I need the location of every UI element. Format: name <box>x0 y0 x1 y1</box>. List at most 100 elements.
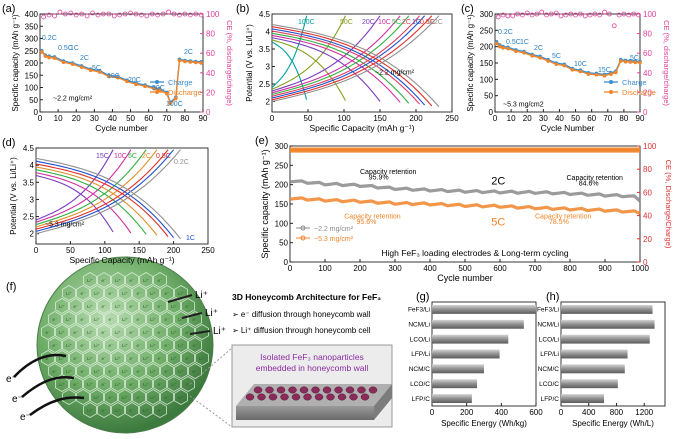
honeycomb-cell <box>174 389 188 405</box>
fef3-nanoparticle <box>299 386 309 394</box>
y-axis-label: Specific capacity (mAh g⁻¹) <box>466 14 475 111</box>
ce-point <box>57 9 63 15</box>
y-tick-label: 300 <box>25 35 39 44</box>
honeycomb-cell-label: Li⁺ <box>150 291 157 296</box>
ce-point <box>133 11 139 17</box>
honeycomb-cell <box>174 285 188 301</box>
y2-tick-label: 100 <box>643 10 657 19</box>
legend-marker <box>609 80 613 84</box>
ce-point <box>631 11 636 17</box>
x-tick-label: 250 <box>201 246 215 255</box>
honeycomb-cell <box>48 337 62 353</box>
honeycomb-cell <box>111 272 125 288</box>
capacity-point-discharge <box>578 69 583 74</box>
cap-ret-4: Capacity retention <box>535 214 592 221</box>
honeycomb-cell <box>139 324 153 340</box>
cap-ret-3: Capacity retention <box>344 214 401 221</box>
y2-tick-label: 80 <box>643 165 652 174</box>
honeycomb-cell-label: Li⁺ <box>59 382 66 387</box>
x-tick-label: 50 <box>304 114 313 123</box>
li-ion-label-3: Li⁺ <box>213 326 226 337</box>
capacity-point-discharge <box>562 63 567 68</box>
rate-label: 0.2C <box>42 35 57 42</box>
rate-label-2C: 2C <box>402 19 411 26</box>
x-tick-label: 100 <box>318 264 332 273</box>
honeycomb-cell-label: Li⁺ <box>66 291 73 296</box>
honeycomb-cell <box>139 376 153 392</box>
fef3-nanoparticle <box>276 386 286 394</box>
honeycomb-cell <box>167 298 181 314</box>
x-tick-label: 150 <box>133 246 147 255</box>
panel-label: (h) <box>546 291 559 303</box>
honeycomb-cell-label: e⁻ <box>158 382 164 387</box>
y2-tick-label: 40 <box>643 69 652 78</box>
charge-curve-100C <box>271 15 308 88</box>
honeycomb-cell <box>146 337 160 353</box>
honeycomb-cell <box>97 324 111 340</box>
honeycomb-cell <box>118 363 132 379</box>
x-tick-label: 600 <box>493 264 507 273</box>
charts: (a)0 10 20 30 40 50 60 70 80 90050100150200250300… <box>2 3 673 428</box>
honeycomb-cell <box>69 350 83 366</box>
ce-point <box>563 12 569 18</box>
legend-text: Discharge <box>622 88 656 97</box>
fef3-nanoparticle <box>337 393 347 401</box>
charge-curve-1C <box>271 15 426 99</box>
honeycomb-cell-label: e⁻ <box>102 330 108 335</box>
rate-label: 2C <box>534 45 543 52</box>
honeycomb-cell-label: Li⁺ <box>122 369 129 374</box>
honeycomb-cell-label: Li⁺ <box>59 330 66 335</box>
panel-label: (g) <box>416 291 429 303</box>
capacity-point-discharge <box>633 60 637 65</box>
honeycomb-cell <box>195 350 209 366</box>
x-tick-label: 50 <box>126 114 135 123</box>
charge-curve-10C <box>35 149 132 223</box>
capacity-point-discharge <box>43 54 48 58</box>
ce-point <box>626 12 632 18</box>
rate-label-50C: 50C <box>340 19 353 26</box>
x-tick-label: 800 <box>610 408 624 417</box>
ce-point <box>510 13 516 19</box>
y2-tick-label: 0 <box>206 108 211 117</box>
ce-point <box>73 12 79 18</box>
honeycomb-cell-label: e⁻ <box>186 330 192 335</box>
y2-tick-label: 20 <box>643 235 652 244</box>
honeycomb-cell <box>118 285 132 301</box>
legend-text: Discharge <box>168 88 202 97</box>
y-tick-label: 0 <box>34 108 39 117</box>
honeycomb-cell-label: e⁻ <box>102 356 108 361</box>
honeycomb-cell-label: e⁻ <box>130 382 136 387</box>
honeycomb-cell-label: Li⁺ <box>171 330 178 335</box>
fef3-nanoparticle <box>314 393 324 401</box>
plot-frame <box>289 145 641 263</box>
plot-frame <box>271 13 453 113</box>
honeycomb-cell-label: e⁻ <box>74 356 80 361</box>
ce-point <box>587 12 593 18</box>
y2-tick-label: 40 <box>643 212 652 221</box>
discharge-curve-5C <box>35 169 147 235</box>
charge-curve-50C <box>271 15 346 90</box>
fef3-nanoparticle <box>257 393 266 401</box>
category-label: FeF3/Li <box>408 307 430 314</box>
ce-point <box>95 12 101 18</box>
panel-c: (c)0 10 20 30 40 50 60 70 80 90050100150200250300… <box>461 3 671 133</box>
fef3-nanoparticle <box>265 386 274 394</box>
capacity-point-discharge <box>199 61 203 65</box>
honeycomb-cell <box>55 298 69 314</box>
panel-d: (d) 0 50 100 150 200 250 2 2.5 3 3.5 4 4.5 Specific C… <box>2 137 215 265</box>
rate-label: 0.5C <box>58 45 73 52</box>
ce-point <box>558 13 564 19</box>
ce-point <box>171 11 177 17</box>
y-tick-label: 3.5 <box>259 45 271 54</box>
bar-LFP/Li <box>561 349 628 359</box>
ce-point <box>606 11 612 17</box>
honeycomb-cell <box>76 311 90 327</box>
capacity-point-discharge <box>47 55 51 60</box>
cap-ret-val-4: 78.5% <box>549 219 569 226</box>
honeycomb-cell <box>90 389 104 405</box>
honeycomb-cell-label: e⁻ <box>137 395 143 400</box>
honeycomb-cell <box>97 376 111 392</box>
honeycomb-cell <box>83 298 97 314</box>
honeycomb-cell-label: e⁻ <box>158 304 164 309</box>
category-label: LFP/Li <box>540 351 559 358</box>
